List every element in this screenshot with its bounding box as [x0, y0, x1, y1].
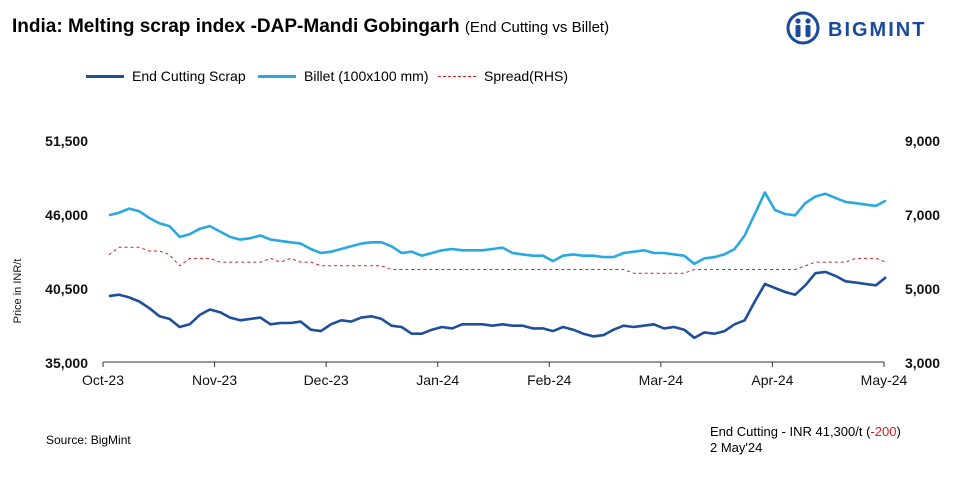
y2-tick-label: 9,000: [905, 133, 940, 149]
y-tick-label: 46,000: [45, 207, 88, 223]
y-tick-label: 51,500: [45, 133, 88, 149]
legend-item-end-cutting: End Cutting Scrap: [86, 68, 246, 84]
brand-logo: BIGMINT: [786, 10, 946, 46]
x-tick-label: Apr-24: [751, 372, 793, 388]
price-note-prefix: End Cutting - INR 41,300/t (: [710, 424, 871, 439]
price-note-line: End Cutting - INR 41,300/t (-200): [710, 424, 901, 440]
brand-logo-icon: [786, 11, 820, 45]
legend-swatch: [86, 74, 124, 78]
y2-tick-label: 3,000: [905, 355, 940, 371]
price-note-date: 2 May'24: [710, 440, 763, 455]
chart-title: India: Melting scrap index -DAP-Mandi Go…: [12, 16, 609, 38]
series-line-spread-rhs: [108, 246, 887, 274]
series-line-billet-100x100-mm: [108, 191, 887, 266]
chart-title-main: India: Melting scrap index -DAP-Mandi Go…: [12, 16, 460, 37]
legend-swatch: [258, 74, 296, 78]
price-note: End Cutting - INR 41,300/t (-200) 2 May'…: [710, 424, 901, 456]
brand-name: BIGMINT: [828, 19, 927, 41]
legend-item-spread: Spread(RHS): [438, 68, 568, 84]
y-axis-label: Price in INR/t: [12, 259, 24, 324]
legend-swatch: [438, 75, 476, 77]
y2-tick-label: 7,000: [905, 207, 940, 223]
x-tick-label: Mar-24: [639, 372, 684, 388]
legend-label: Spread(RHS): [484, 68, 569, 84]
legend-item-billet: Billet (100x100 mm): [258, 68, 429, 84]
x-tick-label: Feb-24: [527, 372, 572, 388]
y-tick-label: 35,000: [45, 355, 88, 371]
x-tick-label: May-24: [861, 372, 908, 388]
legend-label: End Cutting Scrap: [132, 68, 246, 84]
y-tick-label: 40,500: [45, 281, 88, 297]
legend-label: Billet (100x100 mm): [304, 68, 429, 84]
chart-lines: [108, 191, 887, 340]
x-tick-label: Dec-23: [304, 372, 349, 388]
x-tick-label: Oct-23: [82, 372, 124, 388]
chart-subtitle: (End Cutting vs Billet): [464, 19, 610, 36]
series-line-end-cutting-scrap: [108, 270, 887, 340]
chart-axes: Oct-23 Nov-23 Dec-23 Jan-24 Feb-24 Mar-24 Apr-…: [12, 133, 940, 388]
x-tick-label: Nov-23: [192, 372, 237, 388]
price-change: -200: [870, 424, 897, 439]
price-note-suffix: ): [896, 424, 901, 439]
source-note: Source: BigMint: [46, 433, 131, 447]
x-tick-label: Jan-24: [416, 372, 459, 388]
y2-tick-label: 5,000: [905, 281, 940, 297]
